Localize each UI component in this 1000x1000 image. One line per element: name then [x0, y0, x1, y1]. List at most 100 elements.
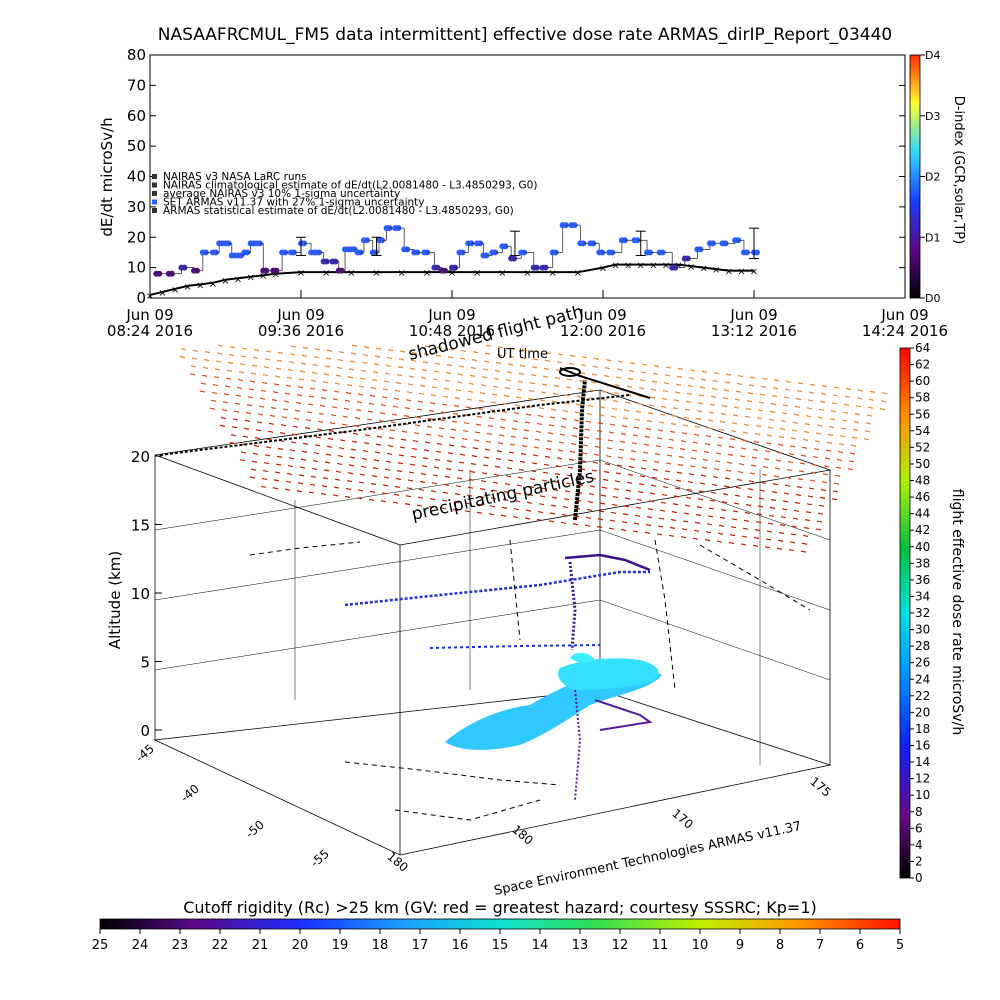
particle-dash [441, 403, 448, 406]
particle-dash [649, 396, 656, 399]
particle-dash [519, 364, 526, 367]
particle-dash [676, 471, 683, 474]
dose-tick-label: 34 [915, 589, 930, 603]
particle-dash [692, 537, 699, 540]
particle-dash [566, 474, 573, 477]
particle-dash [377, 427, 384, 430]
dose-tick-label: 12 [915, 772, 930, 786]
particle-dash [488, 417, 495, 420]
particle-dash [704, 539, 711, 542]
particle-dash [726, 461, 733, 464]
particle-dash [251, 364, 258, 367]
particle-dash [502, 402, 509, 405]
particle-dash [764, 450, 771, 453]
particle-dash [439, 419, 446, 422]
particle-dash [639, 475, 646, 478]
particle-dash [759, 489, 766, 492]
particle-dash [451, 420, 458, 423]
particle-dash [539, 495, 546, 498]
particle-dash [605, 359, 612, 362]
y-tick-label: 60 [127, 107, 146, 125]
particle-dash [386, 452, 393, 456]
nairas-line [187, 283, 201, 287]
particle-dash [254, 437, 261, 440]
particle-dash [470, 366, 477, 370]
particle-dash [755, 521, 762, 524]
particle-dash [606, 447, 613, 450]
particle-dash [200, 382, 207, 385]
particle-dash [292, 425, 299, 428]
particle-dash [531, 462, 538, 465]
particle-dash [753, 536, 760, 540]
particle-dash [824, 457, 831, 460]
particle-dash [659, 509, 666, 512]
particle-dash [469, 470, 476, 473]
particle-dash [484, 448, 491, 451]
particle-dash [494, 369, 501, 372]
particle-dash [590, 477, 597, 480]
particle-dash [754, 529, 761, 532]
particle-dash [645, 427, 652, 431]
particle-dash [301, 354, 308, 357]
particle-dash [347, 376, 354, 379]
lon-tick-label: 175 [807, 774, 834, 799]
dose-tick-label: 32 [915, 606, 930, 620]
particle-dash [618, 448, 625, 451]
particle-dash [462, 429, 469, 433]
particle-dash [269, 414, 276, 417]
particle-dash [701, 466, 708, 469]
particle-dash [729, 534, 736, 537]
particle-dash [647, 412, 654, 415]
particle-dash [602, 478, 609, 481]
particle-dash [406, 391, 413, 394]
particle-dash [472, 351, 479, 354]
particle-dash [548, 424, 555, 427]
particle-dash [701, 370, 708, 373]
particle-dash [788, 453, 795, 456]
particle-dash [614, 480, 621, 483]
particle-dash [796, 486, 803, 489]
particle-dash [661, 397, 668, 401]
particle-dash [405, 399, 412, 402]
particle-dash [705, 435, 712, 438]
dose-tick-label: 36 [915, 573, 930, 587]
dose-tick-label: 28 [915, 639, 930, 653]
annotation-ut-time: UT time [497, 347, 548, 362]
particle-dash [660, 405, 667, 408]
particle-dash [537, 414, 544, 418]
particle-dash [375, 347, 382, 350]
particle-dash [856, 397, 863, 400]
nairas-line [225, 277, 239, 281]
nairas-line [250, 274, 264, 278]
particle-dash [428, 505, 435, 509]
particle-dash [568, 362, 575, 365]
particle-dash [556, 457, 563, 460]
particle-dash [530, 470, 537, 473]
particle-dash [700, 474, 707, 477]
rigidity-tick-label: 24 [132, 938, 149, 953]
nairas-point: × [611, 261, 619, 272]
particle-dash [863, 438, 870, 441]
rigidity-tick-label: 10 [692, 938, 709, 953]
particle-dash [713, 372, 720, 375]
particle-dash [313, 356, 320, 359]
dose-rate-colorbar [899, 347, 911, 879]
nairas-line [174, 284, 188, 290]
particle-dash [482, 368, 489, 371]
rigidity-tick-label: 15 [492, 938, 509, 953]
particle-dash [599, 406, 606, 409]
particle-dash [236, 386, 243, 390]
particle-dash [484, 352, 491, 355]
particle-dash [335, 470, 342, 473]
particle-dash [750, 464, 757, 467]
particle-dash [802, 438, 809, 441]
particle-dash [828, 425, 835, 429]
particle-dash [199, 390, 206, 393]
particle-dash [803, 526, 810, 530]
particle-dash [376, 435, 383, 438]
particle-dash [575, 403, 582, 406]
nairas-point: × [712, 265, 720, 276]
nairas-point: × [687, 262, 695, 273]
particle-dash [418, 392, 425, 395]
particle-dash [344, 495, 351, 498]
